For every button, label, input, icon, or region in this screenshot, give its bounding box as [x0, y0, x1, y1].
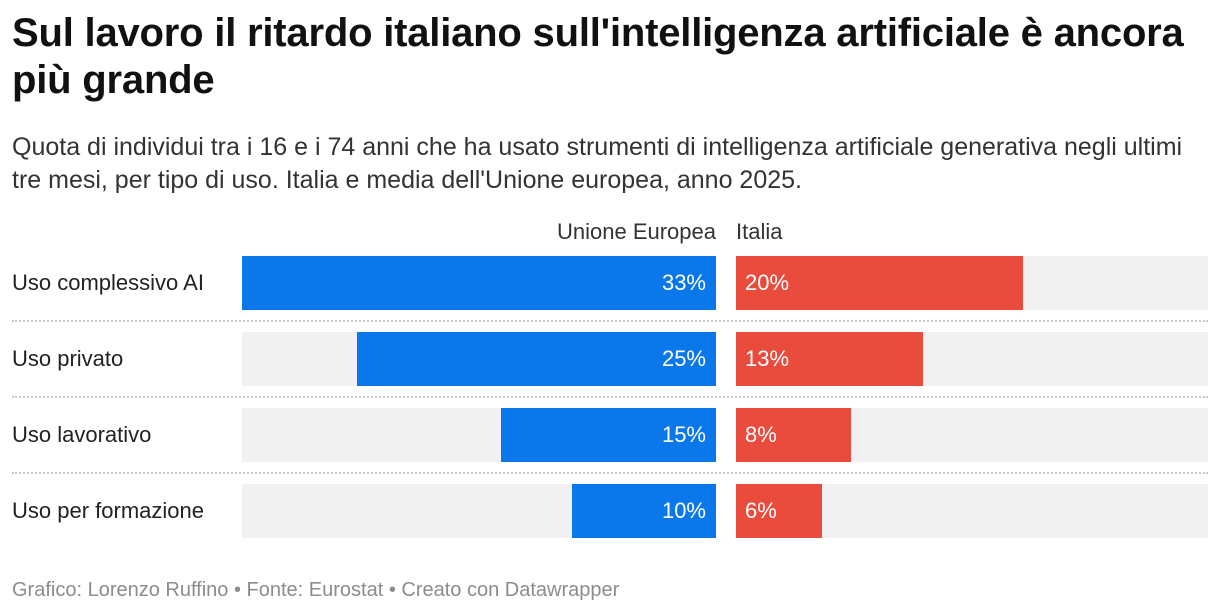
eu-bar-track: 10%	[242, 484, 716, 538]
category-label: Uso complessivo AI	[12, 270, 204, 295]
italia-value-label: 6%	[745, 498, 777, 523]
italia-bar-track: 6%	[736, 484, 1208, 538]
category-label: Uso privato	[12, 346, 124, 371]
chart-footer: Grafico: Lorenzo Ruffino • Fonte: Eurost…	[12, 579, 620, 601]
chart-title: Sul lavoro il ritardo italiano sull'inte…	[12, 11, 1184, 102]
italia-bar-track: 20%	[736, 256, 1208, 310]
italia-value-label: 13%	[745, 346, 790, 371]
italia-value-label: 8%	[745, 422, 777, 447]
category-label: Uso per formazione	[12, 498, 204, 523]
italia-bar: 6%	[736, 484, 822, 538]
eu-value-label: 33%	[661, 270, 706, 295]
chart-subtitle: Quota di individui tra i 16 e i 74 anni …	[12, 133, 1183, 194]
row-separator	[12, 472, 1208, 474]
eu-bar: 10%	[572, 484, 716, 538]
row-separator	[12, 396, 1208, 398]
eu-bar: 15%	[501, 408, 716, 462]
row-separator	[12, 320, 1208, 322]
italia-bar: 20%	[736, 256, 1023, 310]
italia-bar: 13%	[736, 332, 923, 386]
chart-row: Uso complessivo AI 33% 20%	[0, 256, 1220, 310]
chart-row: Uso lavorativo 15% 8%	[0, 408, 1220, 462]
italia-value-label: 20%	[745, 270, 790, 295]
eu-value-label: 25%	[661, 346, 706, 371]
category-label: Uso lavorativo	[12, 422, 152, 447]
chart-row: Uso per formazione 10% 6%	[0, 484, 1220, 538]
eu-bar-track: 15%	[242, 408, 716, 462]
eu-bar-track: 33%	[242, 256, 716, 310]
legend-italia: Italia	[736, 219, 783, 244]
eu-bar: 25%	[357, 332, 716, 386]
legend-eu: Unione Europea	[556, 219, 716, 244]
italia-bar-track: 8%	[736, 408, 1208, 462]
italia-bar-track: 13%	[736, 332, 1208, 386]
eu-value-label: 10%	[661, 498, 706, 523]
italia-bar: 8%	[736, 408, 851, 462]
eu-value-label: 15%	[661, 422, 706, 447]
eu-bar-track: 25%	[242, 332, 716, 386]
chart-row: Uso privato 25% 13%	[0, 332, 1220, 386]
eu-bar: 33%	[242, 256, 716, 310]
